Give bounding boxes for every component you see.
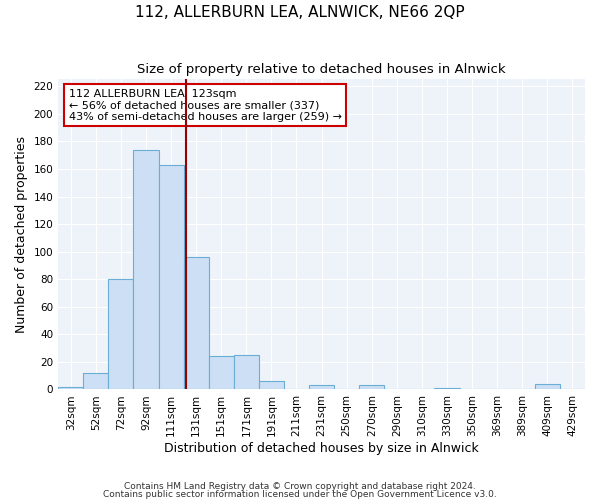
- Bar: [109, 279, 133, 390]
- Bar: [184, 257, 209, 390]
- Bar: [535, 384, 560, 390]
- Bar: [259, 381, 284, 390]
- Bar: [133, 150, 158, 390]
- Bar: [234, 355, 259, 390]
- Bar: [309, 386, 334, 390]
- Bar: [158, 165, 184, 390]
- Bar: [83, 373, 109, 390]
- Text: Contains HM Land Registry data © Crown copyright and database right 2024.: Contains HM Land Registry data © Crown c…: [124, 482, 476, 491]
- Y-axis label: Number of detached properties: Number of detached properties: [15, 136, 28, 333]
- Bar: [434, 388, 460, 390]
- Bar: [58, 386, 83, 390]
- Text: 112, ALLERBURN LEA, ALNWICK, NE66 2QP: 112, ALLERBURN LEA, ALNWICK, NE66 2QP: [135, 5, 465, 20]
- Text: 112 ALLERBURN LEA: 123sqm
← 56% of detached houses are smaller (337)
43% of semi: 112 ALLERBURN LEA: 123sqm ← 56% of detac…: [69, 88, 342, 122]
- Title: Size of property relative to detached houses in Alnwick: Size of property relative to detached ho…: [137, 62, 506, 76]
- X-axis label: Distribution of detached houses by size in Alnwick: Distribution of detached houses by size …: [164, 442, 479, 455]
- Bar: [359, 386, 385, 390]
- Bar: [209, 356, 234, 390]
- Text: Contains public sector information licensed under the Open Government Licence v3: Contains public sector information licen…: [103, 490, 497, 499]
